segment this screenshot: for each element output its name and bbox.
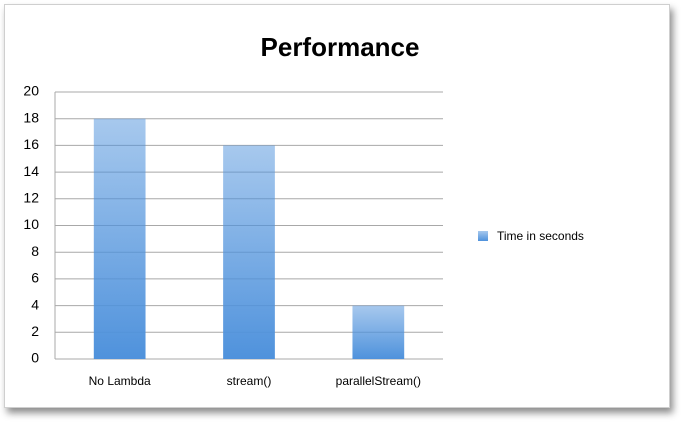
legend-swatch [478,231,488,241]
y-tick-label: 4 [31,296,39,312]
bar [93,118,146,359]
y-tick-label: 18 [23,109,39,125]
y-tick-label: 8 [31,243,39,259]
bar [223,145,275,359]
y-tick-label: 2 [31,323,39,339]
y-tick-label: 10 [23,216,39,232]
chart-title: Performance [261,32,420,62]
x-tick-label: parallelStream() [336,374,421,388]
x-tick-label: stream() [227,374,272,388]
y-tick-label: 6 [31,270,39,286]
y-tick-label: 14 [23,163,39,179]
bar [352,305,405,359]
x-tick-label: No Lambda [89,374,151,388]
legend-label: Time in seconds [497,229,584,243]
y-tick-label: 16 [23,136,39,152]
y-tick-label: 20 [23,83,39,99]
y-tick-label: 12 [23,190,39,206]
y-tick-label: 0 [31,350,39,366]
